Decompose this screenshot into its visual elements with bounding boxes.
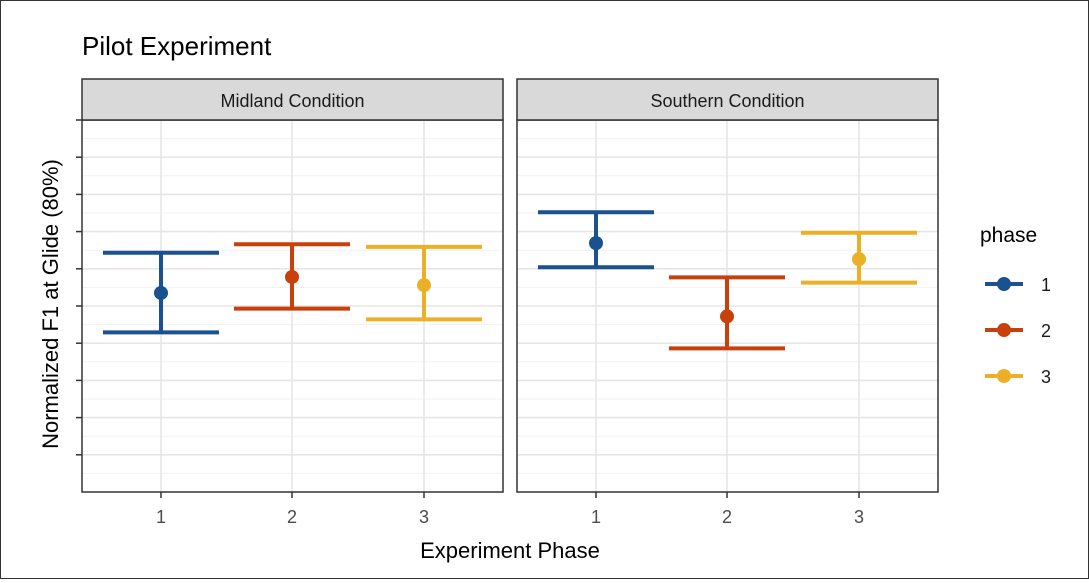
mean-point bbox=[852, 252, 866, 267]
facet-strip bbox=[516, 78, 939, 121]
legend-title: phase bbox=[980, 224, 1037, 247]
x-tick-label: 1 bbox=[156, 507, 166, 527]
mean-point bbox=[154, 285, 168, 300]
legend-key-point bbox=[997, 369, 1011, 383]
x-axis-label: Experiment Phase bbox=[420, 538, 600, 563]
x-tick-label: 2 bbox=[722, 507, 732, 527]
legend-item: 1 bbox=[985, 275, 1051, 295]
legend-label: 3 bbox=[1041, 367, 1051, 387]
chart-title: Pilot Experiment bbox=[82, 31, 272, 61]
mean-point bbox=[285, 269, 299, 284]
legend-item: 2 bbox=[985, 321, 1051, 341]
legend-key-point bbox=[997, 277, 1011, 291]
legend-item: 3 bbox=[985, 367, 1051, 387]
y-axis-label: Normalized F1 at Glide (80%) bbox=[38, 159, 63, 449]
facet-strip-label: Midland Condition bbox=[220, 91, 364, 111]
x-tick-label: 2 bbox=[287, 507, 297, 527]
legend-key-point bbox=[997, 323, 1011, 337]
legend-label: 2 bbox=[1041, 321, 1051, 341]
facet-panel: Southern Condition 1 2 3 bbox=[516, 78, 939, 527]
facet-panels: Midland Condition 1 2 3 Southern Condition 1 2… bbox=[76, 78, 939, 527]
facet-panel: Midland Condition 1 2 3 bbox=[81, 78, 504, 527]
x-tick-label: 3 bbox=[419, 507, 429, 527]
facet-strip-label: Southern Condition bbox=[650, 91, 804, 111]
x-tick-label: 3 bbox=[854, 507, 864, 527]
x-tick-label: 1 bbox=[591, 507, 601, 527]
facet-strip bbox=[81, 78, 504, 121]
legend-label: 1 bbox=[1041, 275, 1051, 295]
mean-point bbox=[589, 236, 603, 251]
mean-point bbox=[417, 278, 431, 293]
legend: phase 1 2 3 bbox=[980, 224, 1051, 387]
mean-point bbox=[720, 309, 734, 324]
